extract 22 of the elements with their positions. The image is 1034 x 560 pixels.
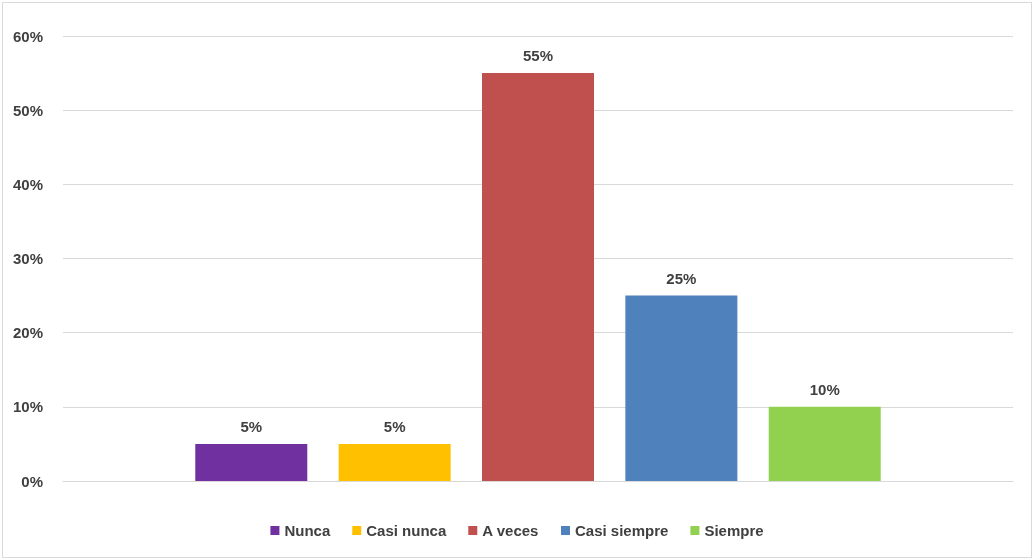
data-label: 5%	[240, 417, 263, 435]
data-label: 25%	[666, 269, 697, 287]
legend-label: Siempre	[704, 522, 764, 539]
bar	[625, 295, 738, 481]
y-tick-label: 20%	[12, 324, 43, 342]
y-tick-label: 10%	[12, 398, 43, 416]
y-tick-label: 0%	[21, 472, 43, 490]
data-label: 5%	[383, 417, 406, 435]
data-label: 55%	[522, 47, 554, 65]
bar	[768, 406, 881, 481]
data-label: 10%	[809, 380, 840, 398]
legend-label: Nunca	[284, 522, 331, 539]
y-tick-label: 50%	[12, 101, 43, 119]
legend-label: Casi nunca	[366, 522, 447, 539]
y-tick-label: 60%	[12, 27, 43, 45]
bar	[482, 73, 594, 481]
legend-label: A veces	[482, 522, 539, 539]
y-tick-label: 30%	[12, 250, 43, 267]
bar	[195, 443, 308, 481]
y-tick-label: 40%	[12, 175, 43, 193]
legend-label: Casi siempre	[575, 522, 669, 539]
bar	[338, 443, 451, 481]
